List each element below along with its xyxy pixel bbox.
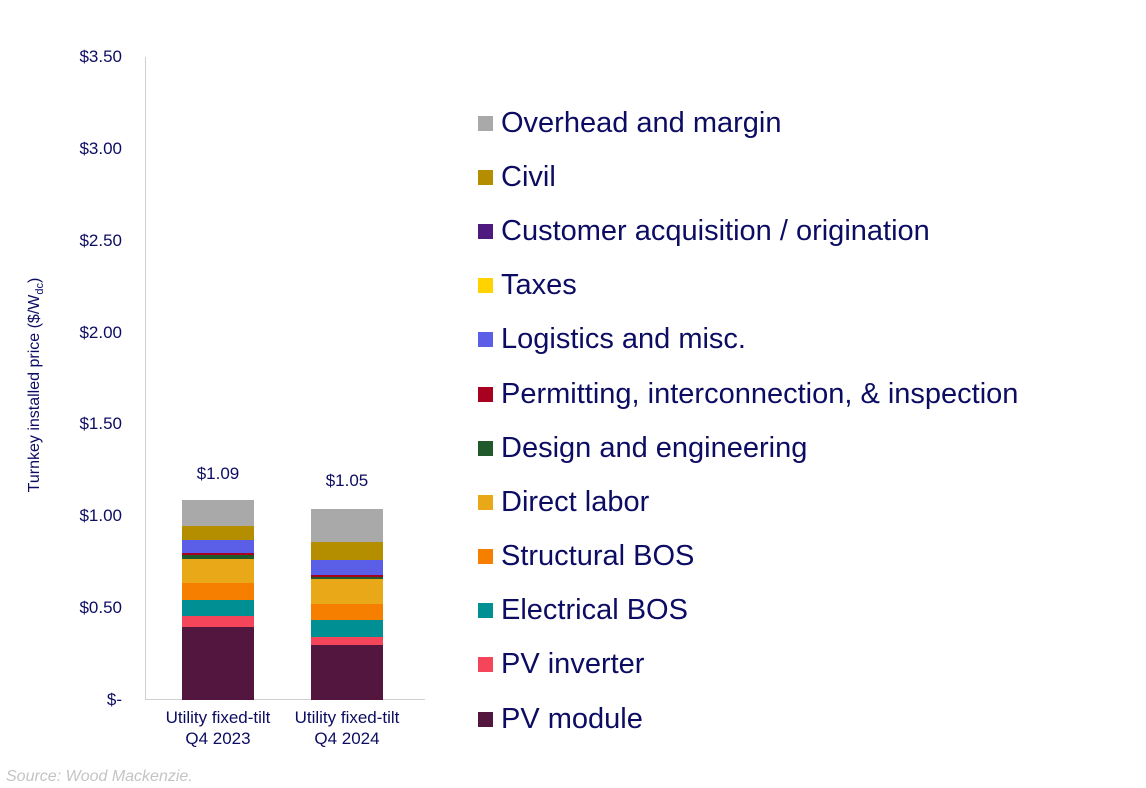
- legend-swatch-icon: [478, 386, 493, 402]
- bar-segment-pv-module: [182, 626, 254, 700]
- bar-segment-logistics-and-misc: [311, 560, 383, 576]
- bar-segment-pv-inverter: [182, 616, 254, 627]
- bar-segment-civil: [182, 525, 254, 541]
- y-tick-label: $-: [106, 690, 122, 709]
- total-label-q4-2024: $1.05: [325, 471, 369, 491]
- x-category-line-1: Utility fixed-tilt: [294, 708, 400, 727]
- bar-segment-design-and-engineering: [311, 576, 383, 579]
- legend-item-logistics-and-misc: Logistics and misc.: [478, 313, 1018, 367]
- x-category-q4-2024: Utility fixed-tilt Q4 2024: [282, 707, 412, 749]
- legend-swatch-icon: [478, 711, 493, 727]
- legend-label: Permitting, interconnection, & inspectio…: [501, 377, 1019, 410]
- bar-segment-design-and-engineering: [182, 554, 254, 559]
- y-axis-label-subscript: dc: [34, 283, 47, 295]
- legend-label: Civil: [501, 160, 556, 193]
- bar-q4-2024: [311, 509, 383, 700]
- legend-item-civil: Civil: [478, 150, 1018, 204]
- bar-segment-overhead-and-margin: [311, 509, 383, 543]
- legend-swatch-icon: [478, 549, 493, 565]
- bar-segment-logistics-and-misc: [182, 540, 254, 554]
- legend-swatch-icon: [478, 278, 493, 294]
- legend-swatch-icon: [478, 494, 493, 510]
- x-category-line-2: Q4 2023: [185, 729, 251, 748]
- legend-swatch-icon: [478, 223, 493, 239]
- legend-item-permitting-interconnection-inspection: Permitting, interconnection, & inspectio…: [478, 367, 1018, 421]
- y-tick-label: $0.50: [79, 598, 122, 618]
- bar-segment-structural-bos: [311, 603, 383, 621]
- legend-label: Design and engineering: [501, 431, 808, 464]
- legend-label: Taxes: [501, 269, 577, 302]
- bar-segment-overhead-and-margin: [182, 499, 254, 526]
- legend-swatch-icon: [478, 603, 493, 619]
- bar-segment-permitting-interconnection-inspection: [182, 553, 254, 555]
- y-axis-label: Turnkey installed price ($/Wdc): [26, 278, 46, 493]
- y-axis-ticks: $3.50 $3.00 $2.50 $2.00 $1.50 $1.00 $0.50 $-: [20, 0, 122, 788]
- bar-segment-electrical-bos: [182, 599, 254, 617]
- legend-item-electrical-bos: Electrical BOS: [478, 584, 1018, 638]
- bar-segment-structural-bos: [182, 583, 254, 600]
- y-axis-label-close: ): [25, 277, 43, 283]
- legend-label: Structural BOS: [501, 540, 695, 573]
- legend-label: Electrical BOS: [501, 594, 688, 627]
- bar-segment-direct-labor: [311, 578, 383, 604]
- legend-item-overhead-and-margin: Overhead and margin: [478, 96, 1018, 150]
- legend-label: Customer acquisition / origination: [501, 214, 930, 247]
- legend-item-customer-acquisition-origination: Customer acquisition / origination: [478, 204, 1018, 258]
- legend-item-taxes: Taxes: [478, 259, 1018, 313]
- bar-segment-pv-inverter: [311, 636, 383, 645]
- legend-item-design-and-engineering: Design and engineering: [478, 421, 1018, 475]
- legend-swatch-icon: [478, 115, 493, 131]
- y-axis-line: [145, 57, 146, 700]
- bar-q4-2023: [182, 499, 254, 700]
- legend-label: PV module: [501, 702, 643, 735]
- y-tick-label: $3.00: [79, 138, 122, 158]
- legend-item-pv-module: PV module: [478, 692, 1018, 746]
- source-note: Source: Wood Mackenzie.: [6, 768, 193, 785]
- legend-swatch-icon: [478, 332, 493, 348]
- bar-segment-civil: [311, 542, 383, 561]
- bar-segment-pv-module: [311, 644, 383, 700]
- legend-label: Direct labor: [501, 485, 650, 518]
- legend-label: Logistics and misc.: [501, 323, 746, 356]
- legend: Overhead and margin Civil Customer acquisi…: [478, 96, 1018, 746]
- bar-segment-direct-labor: [182, 558, 254, 584]
- bar-segment-electrical-bos: [311, 620, 383, 637]
- x-category-q4-2023: Utility fixed-tilt Q4 2023: [153, 707, 283, 749]
- total-label-q4-2023: $1.09: [196, 463, 240, 483]
- legend-swatch-icon: [478, 169, 493, 185]
- y-tick-label: $1.00: [79, 506, 122, 526]
- legend-swatch-icon: [478, 657, 493, 673]
- y-tick-label: $3.50: [79, 47, 122, 66]
- legend-item-direct-labor: Direct labor: [478, 475, 1018, 529]
- legend-label: Overhead and margin: [501, 106, 782, 139]
- y-tick-label: $2.50: [79, 230, 122, 250]
- y-tick-label: $2.00: [79, 322, 122, 342]
- x-category-line-1: Utility fixed-tilt: [165, 708, 271, 727]
- legend-item-structural-bos: Structural BOS: [478, 530, 1018, 584]
- x-axis-line: [145, 699, 425, 700]
- y-tick-label: $1.50: [79, 414, 122, 434]
- legend-item-pv-inverter: PV inverter: [478, 638, 1018, 692]
- chart-area: $3.50 $3.00 $2.50 $2.00 $1.50 $1.00 $0.50 $- Tu…: [0, 0, 460, 788]
- legend-label: PV inverter: [501, 648, 645, 681]
- legend-swatch-icon: [478, 440, 493, 456]
- y-axis-label-main: Turnkey installed price ($/W: [25, 294, 43, 493]
- x-category-line-2: Q4 2024: [314, 729, 380, 748]
- bar-segment-permitting-interconnection-inspection: [311, 575, 383, 577]
